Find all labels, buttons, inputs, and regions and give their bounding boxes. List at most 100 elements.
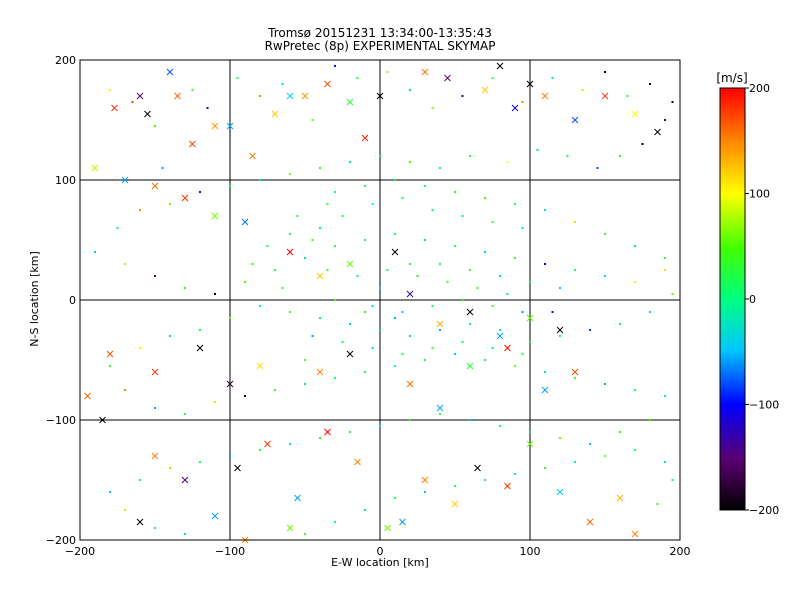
scatter-point-dot — [619, 431, 621, 433]
scatter-point-dot — [484, 359, 486, 361]
scatter-point-dot — [356, 77, 359, 79]
scatter-point-x — [91, 164, 99, 172]
scatter-point-dot — [461, 299, 464, 301]
chart-subtitle: RwPretec (8p) EXPERIMENTAL SKYMAP — [265, 39, 496, 53]
scatter-point-dot — [154, 407, 156, 409]
grid-lines — [80, 60, 680, 540]
y-axis-label: N-S location [km] — [28, 251, 41, 347]
scatter-point-dot — [394, 179, 396, 181]
scatter-point-x — [211, 212, 219, 220]
scatter-point-x — [226, 380, 234, 388]
scatter-point-dot — [454, 353, 456, 355]
scatter-point-dot — [521, 101, 524, 103]
scatter-point-x — [421, 68, 429, 76]
scatter-point-x — [391, 248, 399, 256]
scatter-point-x — [151, 452, 159, 460]
scatter-point-dot — [236, 77, 239, 79]
scatter-point-dot — [431, 305, 434, 307]
scatter-point-dot — [469, 269, 471, 271]
scatter-point-x — [264, 440, 271, 448]
scatter-point-x — [504, 344, 511, 352]
scatter-point-dot — [604, 71, 606, 73]
scatter-point-dot — [469, 419, 471, 421]
scatter-point-dot — [124, 389, 126, 391]
scatter-point-dot — [349, 323, 351, 325]
scatter-point-x — [211, 122, 219, 130]
scatter-point-x — [496, 332, 504, 340]
scatter-point-x — [556, 326, 564, 334]
scatter-point-dot — [514, 365, 516, 367]
scatter-point-dot — [604, 455, 606, 457]
scatter-point-dot — [304, 533, 306, 535]
scatter-point-dot — [491, 305, 494, 307]
scatter-point-x — [346, 260, 354, 268]
scatter-point-dot — [199, 329, 201, 331]
scatter-point-dot — [214, 401, 216, 403]
scatter-point-dot — [139, 347, 141, 349]
scatter-point-dot — [634, 449, 636, 451]
scatter-point-dot — [364, 185, 366, 187]
scatter-point-dot — [161, 167, 164, 169]
scatter-point-dot — [664, 395, 666, 397]
scatter-point-dot — [386, 71, 389, 73]
scatter-point-x — [571, 368, 579, 376]
scatter-point-dot — [559, 437, 561, 439]
scatter-point-dot — [334, 521, 336, 523]
scatter-point-dot — [401, 353, 404, 355]
scatter-point-dot — [589, 443, 591, 445]
scatter-point-dot — [289, 443, 291, 445]
scatter-point-dot — [566, 155, 569, 157]
scatter-point-dot — [454, 191, 456, 193]
scatter-point-dot — [664, 257, 666, 259]
scatter-point-dot — [334, 377, 336, 379]
scatter-point-dot — [319, 227, 321, 229]
scatter-point-dot — [394, 317, 396, 319]
y-tick-label: −100 — [46, 414, 76, 427]
scatter-point-dot — [664, 461, 666, 463]
scatter-point-x — [436, 404, 444, 412]
scatter-point-dot — [514, 257, 516, 259]
scatter-point-x — [541, 92, 549, 100]
scatter-point-dot — [499, 275, 501, 277]
scatter-point-dot — [574, 377, 576, 379]
colorbar — [719, 87, 746, 511]
scatter-point-dot — [491, 347, 494, 349]
scatter-point-x — [466, 308, 474, 316]
scatter-point-dot — [424, 239, 426, 241]
scatter-point-dot — [664, 119, 666, 121]
scatter-point-x — [196, 344, 204, 352]
scatter-points — [84, 62, 674, 544]
scatter-point-dot — [109, 365, 111, 367]
scatter-point-dot — [154, 275, 156, 277]
colorbar-tick-label: 200 — [749, 82, 770, 95]
scatter-point-dot — [581, 89, 584, 91]
scatter-point-dot — [551, 77, 554, 79]
scatter-point-dot — [544, 209, 546, 211]
scatter-point-dot — [604, 233, 606, 235]
scatter-point-x — [571, 116, 579, 124]
scatter-point-x — [406, 380, 414, 388]
scatter-point-dot — [184, 287, 186, 289]
scatter-point-x — [361, 134, 369, 142]
scatter-point-dot — [379, 425, 381, 427]
scatter-point-x — [346, 350, 354, 358]
scatter-point-dot — [604, 275, 606, 277]
scatter-point-x — [631, 530, 639, 538]
scatter-point-x — [526, 80, 534, 88]
scatter-point-dot — [484, 197, 486, 199]
scatter-point-dot — [289, 173, 291, 175]
scatter-point-dot — [431, 347, 434, 349]
scatter-point-dot — [529, 281, 531, 283]
scatter-point-dot — [499, 329, 501, 331]
scatter-point-dot — [409, 335, 411, 337]
colorbar-tick-label: −200 — [749, 504, 779, 517]
scatter-point-dot — [619, 155, 621, 157]
scatter-point-dot — [446, 281, 449, 283]
scatter-point-dot — [356, 275, 359, 277]
scatter-point-dot — [304, 359, 306, 361]
scatter-point-dot — [379, 329, 381, 331]
scatter-point-dot — [349, 161, 351, 163]
scatter-point-x — [256, 362, 264, 370]
scatter-point-dot — [169, 203, 171, 205]
scatter-point-x — [444, 74, 451, 82]
